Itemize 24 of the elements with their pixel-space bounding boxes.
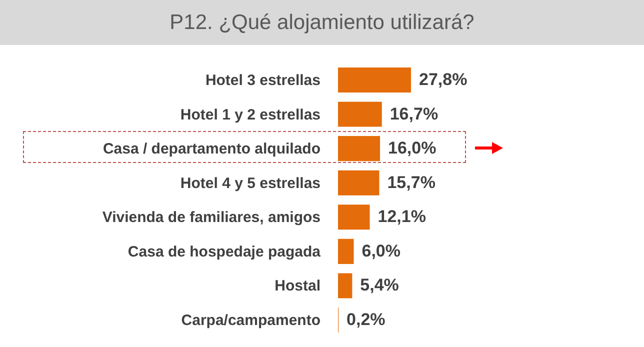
data-label: 16,0% — [388, 138, 436, 158]
bar — [338, 238, 354, 264]
y-tick-label: Casa / departamento alquilado — [102, 140, 320, 158]
bar — [338, 136, 380, 162]
data-label: 5,4% — [360, 276, 399, 295]
bar — [338, 204, 370, 230]
bar — [338, 273, 352, 298]
bar — [338, 67, 411, 92]
data-label: 15,7% — [387, 172, 436, 192]
data-label: 0,2% — [346, 310, 386, 330]
data-label: 27,8% — [419, 70, 468, 89]
data-label: 6,0% — [362, 241, 401, 260]
y-tick-label: Hotel 4 y 5 estrellas — [180, 174, 320, 192]
bar — [338, 102, 382, 127]
chart-title: P12. ¿Qué alojamiento utilizará? — [0, 0, 644, 45]
y-tick-label: Casa de hospedaje pagada — [128, 243, 322, 260]
y-tick-label: Hostal — [274, 278, 320, 295]
data-label: 12,1% — [378, 207, 426, 226]
y-tick-label: Carpa/campamento — [181, 312, 320, 330]
data-label: 16,7% — [390, 104, 438, 124]
y-tick-label: Hotel 3 estrellas — [205, 72, 320, 89]
y-tick-label: Hotel 1 y 2 estrellas — [180, 106, 320, 124]
y-tick-label: Vivienda de familiares, amigos — [102, 209, 320, 226]
bar — [338, 170, 380, 196]
